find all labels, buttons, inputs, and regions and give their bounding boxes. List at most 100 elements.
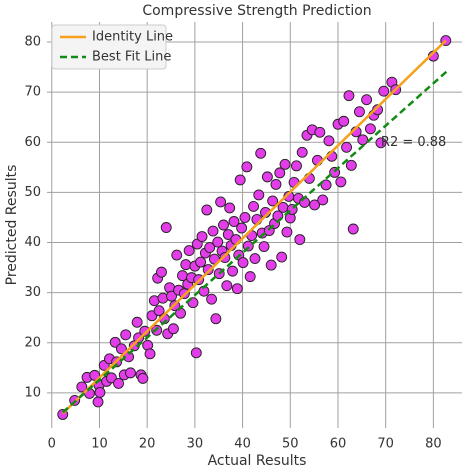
y-tick-label: 20: [24, 335, 41, 350]
annotation: R2 = 0.88: [381, 135, 446, 150]
point: [244, 271, 256, 283]
point: [248, 201, 259, 212]
point: [212, 236, 224, 248]
point: [231, 283, 243, 295]
point: [139, 325, 151, 337]
point: [94, 386, 106, 398]
point: [120, 329, 132, 341]
point: [206, 293, 218, 305]
point: [279, 158, 291, 170]
point: [204, 242, 216, 254]
x-tick-label: 60: [330, 437, 347, 452]
fit-line: [61, 39, 447, 415]
point: [190, 347, 202, 359]
point: [258, 241, 270, 253]
y-tick-label: 50: [24, 185, 41, 200]
x-tick-label: 70: [377, 437, 394, 452]
y-tick-label: 60: [24, 135, 41, 150]
point: [89, 369, 101, 381]
point: [224, 202, 236, 214]
point: [338, 115, 350, 127]
point: [241, 161, 253, 173]
point: [221, 280, 233, 292]
point: [180, 259, 192, 271]
point: [309, 199, 321, 211]
point: [113, 377, 125, 389]
point: [76, 381, 88, 393]
point: [372, 104, 384, 116]
point: [237, 257, 249, 269]
point: [294, 234, 306, 245]
point: [202, 264, 214, 276]
legend-label: Best Fit Line: [92, 50, 171, 65]
point: [144, 348, 156, 360]
point: [228, 216, 240, 227]
point: [335, 176, 347, 188]
point: [219, 252, 231, 264]
y-tick-label: 10: [24, 385, 41, 400]
point: [345, 159, 357, 171]
point: [227, 265, 239, 277]
point: [207, 225, 219, 237]
point: [276, 251, 288, 263]
point: [236, 222, 248, 234]
point: [296, 146, 308, 158]
point: [195, 256, 207, 268]
point: [133, 332, 145, 344]
point: [361, 94, 373, 106]
point: [234, 174, 246, 186]
point: [137, 372, 149, 384]
x-tick-label: 30: [187, 437, 204, 452]
point: [253, 189, 265, 201]
legend-label: Identity Line: [92, 30, 173, 45]
point: [105, 372, 117, 384]
point: [131, 316, 143, 328]
point: [166, 290, 177, 302]
point: [115, 343, 127, 355]
fit-line: [61, 69, 449, 414]
point: [109, 336, 121, 348]
point: [270, 178, 282, 190]
x-tick-label: 20: [139, 437, 156, 452]
x-axis-label: Actual Results: [208, 453, 307, 469]
point: [353, 106, 365, 118]
chart-title: Compressive Strength Prediction: [142, 3, 371, 19]
point: [215, 196, 227, 208]
x-tick-label: 40: [234, 437, 251, 452]
point: [201, 204, 213, 216]
point: [364, 123, 376, 135]
y-tick-label: 40: [24, 235, 41, 250]
point: [357, 134, 369, 146]
point: [196, 231, 208, 242]
point: [261, 171, 273, 183]
point: [265, 259, 277, 271]
y-tick-label: 80: [24, 35, 41, 50]
point: [171, 249, 183, 261]
point: [156, 266, 167, 278]
point: [343, 90, 355, 102]
x-tick-label: 80: [425, 437, 442, 452]
x-tick-label: 0: [48, 437, 56, 452]
point: [167, 323, 179, 335]
x-tick-label: 10: [91, 437, 108, 452]
point: [153, 305, 165, 317]
x-tick-label: 50: [282, 437, 299, 452]
point: [291, 160, 302, 172]
point: [125, 367, 136, 379]
point: [210, 313, 222, 325]
point: [267, 195, 279, 207]
y-tick-label: 70: [24, 85, 41, 100]
point: [341, 141, 353, 153]
point: [378, 85, 390, 97]
point: [255, 147, 267, 159]
point: [375, 137, 387, 149]
point: [347, 223, 359, 235]
point: [175, 307, 187, 319]
point: [274, 167, 286, 179]
y-tick-label: 30: [24, 285, 41, 300]
y-axis-label: Predicted Results: [4, 165, 20, 286]
point: [218, 219, 229, 231]
point: [323, 135, 335, 147]
